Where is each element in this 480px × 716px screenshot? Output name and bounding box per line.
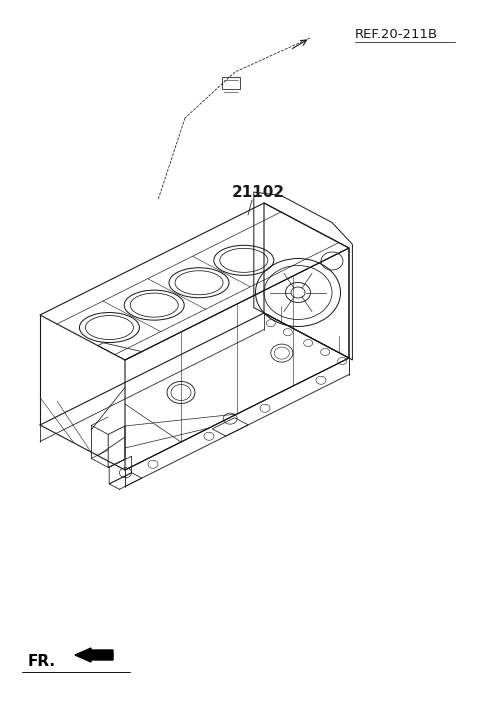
- Text: 21102: 21102: [232, 185, 285, 200]
- Text: REF.20-211B: REF.20-211B: [355, 28, 438, 41]
- Bar: [222, 77, 240, 89]
- Text: FR.: FR.: [28, 654, 56, 669]
- FancyArrow shape: [75, 648, 113, 662]
